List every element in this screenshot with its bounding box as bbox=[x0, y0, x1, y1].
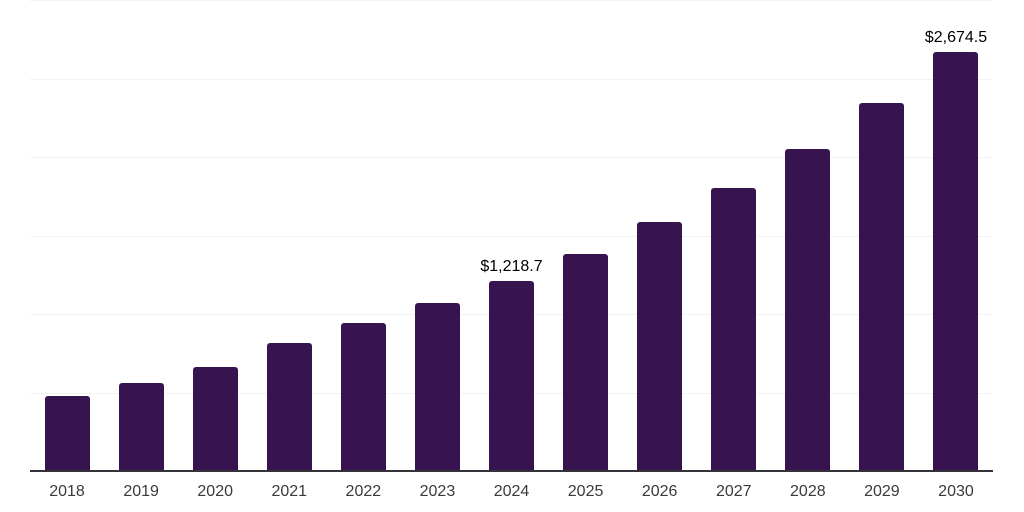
x-axis-label-2021: 2021 bbox=[271, 483, 308, 500]
bar-2023 bbox=[414, 303, 460, 472]
x-axis-label-2019: 2019 bbox=[123, 483, 159, 500]
bar-slot-2027 bbox=[697, 1, 771, 472]
bar-slot-2020 bbox=[178, 1, 252, 472]
x-axis-label-2025: 2025 bbox=[567, 483, 604, 500]
bar-2022 bbox=[340, 322, 386, 472]
x-axis-label-2029: 2029 bbox=[864, 483, 900, 500]
gridline-1500 bbox=[30, 235, 993, 237]
x-axis-label-2022: 2022 bbox=[345, 483, 382, 500]
x-axis-line bbox=[30, 470, 993, 472]
bar-slot-2029 bbox=[845, 1, 919, 472]
bar-2018 bbox=[44, 395, 90, 472]
bar-slot-2025 bbox=[549, 1, 623, 472]
bar-slot-2030: $2,674.5 bbox=[919, 1, 993, 472]
x-axis-label-2030: 2030 bbox=[938, 483, 974, 500]
gridline-2000 bbox=[30, 157, 993, 159]
x-axis-label-2027: 2027 bbox=[715, 483, 752, 500]
x-axis-label-2026: 2026 bbox=[641, 483, 678, 500]
bar-2025 bbox=[563, 253, 609, 472]
bar-2026 bbox=[637, 222, 683, 472]
x-axis-label-2023: 2023 bbox=[419, 483, 456, 500]
bar-2024 bbox=[489, 280, 534, 472]
x-axis-label-2018: 2018 bbox=[49, 483, 85, 500]
bar-2029 bbox=[859, 103, 905, 472]
plot-area: $1,218.7 $2,674.5 bbox=[30, 0, 993, 472]
bar-slot-2022 bbox=[326, 1, 400, 472]
gridline-2500 bbox=[30, 78, 993, 80]
bar-2020 bbox=[192, 366, 238, 472]
bar-slot-2019 bbox=[104, 1, 178, 472]
gridline-3000 bbox=[30, 0, 993, 1]
bar-2028 bbox=[785, 148, 831, 472]
bars-container: $1,218.7 $2,674.5 bbox=[30, 1, 993, 472]
bar-slot-2018 bbox=[30, 1, 104, 472]
bar-slot-2023 bbox=[400, 1, 474, 472]
bar-slot-2024: $1,218.7 bbox=[474, 1, 548, 472]
x-axis-label-2024: 2024 bbox=[493, 483, 530, 500]
bar-2027 bbox=[711, 187, 757, 472]
x-axis-label-2020: 2020 bbox=[197, 483, 233, 500]
bar-value-label-2030: $2,674.5 bbox=[924, 29, 988, 47]
bar-slot-2028 bbox=[771, 1, 845, 472]
x-axis-label-2028: 2028 bbox=[790, 483, 826, 500]
bar-slot-2021 bbox=[252, 1, 326, 472]
bar-value-label-2024: $1,218.7 bbox=[480, 257, 543, 275]
bar-2019 bbox=[118, 382, 164, 472]
bar-2030 bbox=[933, 52, 979, 472]
bar-slot-2026 bbox=[623, 1, 697, 472]
x-axis-labels: 2018 2019 2020 2021 2022 2023 2024 2025 2026 2027… bbox=[30, 472, 993, 512]
bar-2021 bbox=[266, 343, 312, 472]
